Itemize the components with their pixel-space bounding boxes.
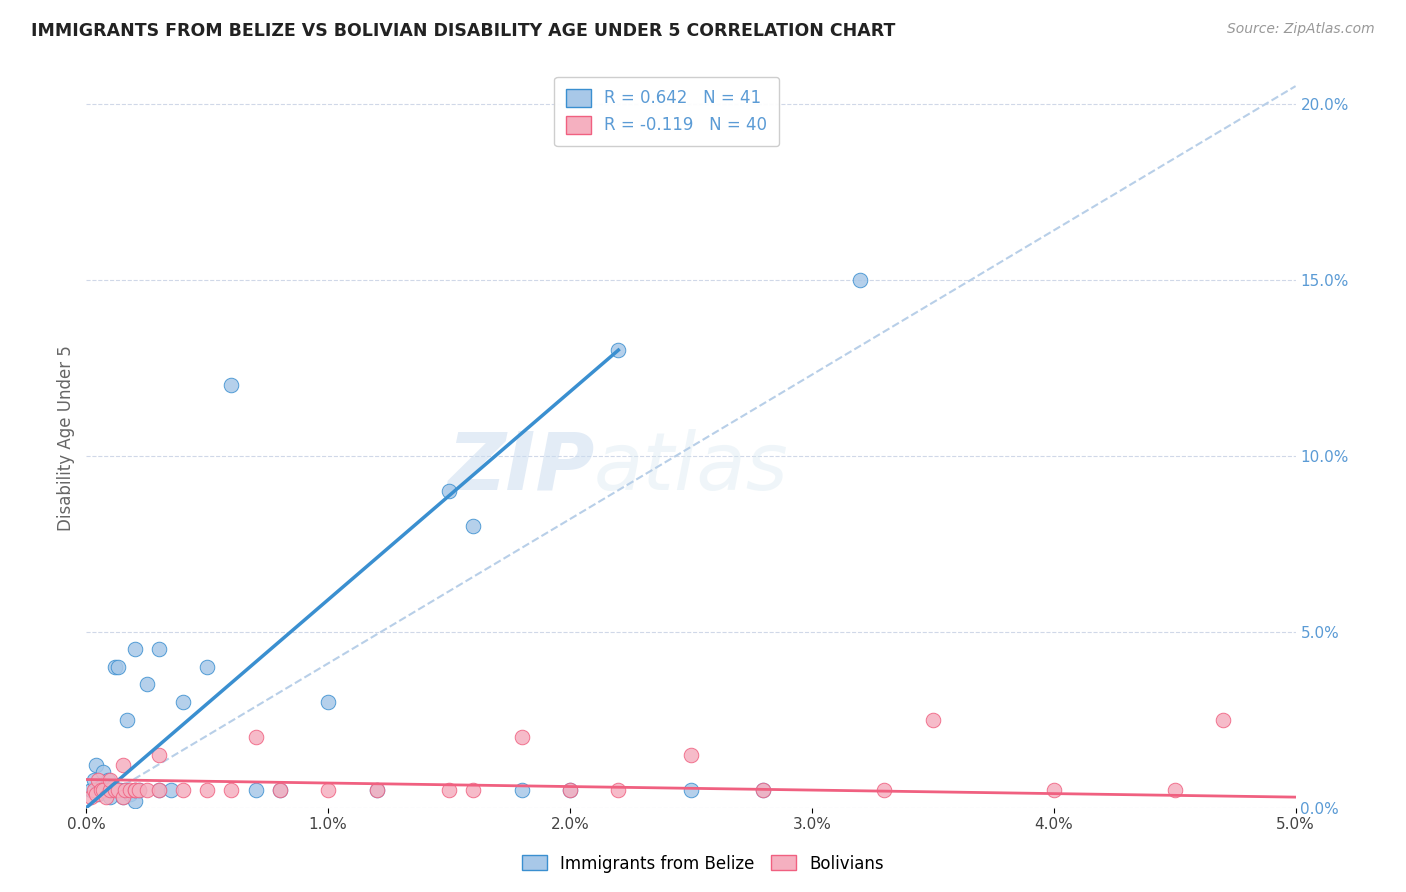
Point xyxy=(118,787,141,801)
Point xyxy=(269,783,291,797)
Point xyxy=(558,783,581,797)
Point xyxy=(100,783,122,797)
Point xyxy=(104,660,127,674)
Point xyxy=(124,783,146,797)
Point xyxy=(111,790,134,805)
Point xyxy=(510,731,533,745)
Point xyxy=(752,783,775,797)
Point xyxy=(135,783,157,797)
Point xyxy=(510,783,533,797)
Point xyxy=(111,758,134,772)
Text: Source: ZipAtlas.com: Source: ZipAtlas.com xyxy=(1227,22,1375,37)
Point xyxy=(366,783,388,797)
Point xyxy=(195,660,218,674)
Point xyxy=(921,713,943,727)
Point xyxy=(91,783,114,797)
Point xyxy=(148,747,170,762)
Point xyxy=(172,695,194,709)
Point xyxy=(94,783,117,797)
Point xyxy=(437,483,460,498)
Point xyxy=(148,783,170,797)
Point xyxy=(83,783,105,797)
Point xyxy=(124,794,146,808)
Point xyxy=(221,783,243,797)
Point xyxy=(873,783,896,797)
Point xyxy=(148,642,170,657)
Point xyxy=(108,783,131,797)
Point xyxy=(849,273,872,287)
Point xyxy=(100,783,122,797)
Point xyxy=(269,783,291,797)
Point xyxy=(607,343,630,357)
Y-axis label: Disability Age Under 5: Disability Age Under 5 xyxy=(58,345,75,531)
Point xyxy=(679,783,702,797)
Point xyxy=(87,772,110,787)
Point xyxy=(104,783,127,797)
Point xyxy=(366,783,388,797)
Point xyxy=(124,642,146,657)
Point xyxy=(114,783,136,797)
Point xyxy=(316,783,339,797)
Point xyxy=(316,695,339,709)
Point xyxy=(94,790,117,805)
Point xyxy=(91,765,114,780)
Legend: Immigrants from Belize, Bolivians: Immigrants from Belize, Bolivians xyxy=(515,848,891,880)
Point xyxy=(114,783,136,797)
Point xyxy=(80,790,103,805)
Point xyxy=(124,783,146,797)
Point xyxy=(245,731,267,745)
Point xyxy=(1163,783,1185,797)
Point xyxy=(107,783,129,797)
Point xyxy=(1212,713,1234,727)
Point xyxy=(160,783,183,797)
Point xyxy=(90,783,112,797)
Point xyxy=(118,783,141,797)
Point xyxy=(135,677,157,691)
Point xyxy=(97,772,120,787)
Point xyxy=(128,783,150,797)
Point xyxy=(83,772,105,787)
Legend: R = 0.642   N = 41, R = -0.119   N = 40: R = 0.642 N = 41, R = -0.119 N = 40 xyxy=(554,77,779,146)
Point xyxy=(117,713,139,727)
Point xyxy=(107,660,129,674)
Point xyxy=(101,780,124,794)
Text: ZIP: ZIP xyxy=(447,429,595,507)
Point xyxy=(80,783,103,797)
Point xyxy=(607,783,630,797)
Point xyxy=(221,378,243,392)
Text: atlas: atlas xyxy=(595,429,789,507)
Point xyxy=(752,783,775,797)
Text: IMMIGRANTS FROM BELIZE VS BOLIVIAN DISABILITY AGE UNDER 5 CORRELATION CHART: IMMIGRANTS FROM BELIZE VS BOLIVIAN DISAB… xyxy=(31,22,896,40)
Point xyxy=(84,787,107,801)
Point xyxy=(100,790,122,805)
Point xyxy=(87,787,110,801)
Point xyxy=(124,783,146,797)
Point xyxy=(148,783,170,797)
Point xyxy=(558,783,581,797)
Point xyxy=(100,772,122,787)
Point xyxy=(245,783,267,797)
Point xyxy=(195,783,218,797)
Point xyxy=(437,783,460,797)
Point xyxy=(463,519,485,533)
Point xyxy=(84,758,107,772)
Point xyxy=(679,747,702,762)
Point xyxy=(463,783,485,797)
Point xyxy=(90,780,112,794)
Point xyxy=(128,783,150,797)
Point xyxy=(111,790,134,805)
Point xyxy=(172,783,194,797)
Point xyxy=(1042,783,1064,797)
